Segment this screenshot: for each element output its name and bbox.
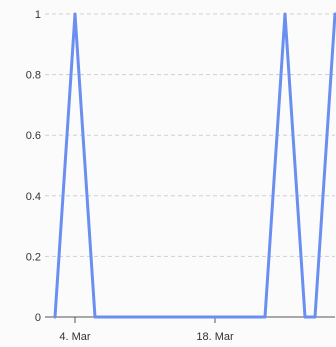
y-tick-label: 0 bbox=[35, 312, 41, 324]
y-tick-label: 0.2 bbox=[26, 251, 41, 263]
x-tick-label: 18. Mar bbox=[196, 331, 234, 343]
y-tick-label: 0.4 bbox=[26, 191, 41, 203]
series-line bbox=[53, 12, 336, 319]
series-layer bbox=[53, 12, 336, 319]
x-tick-label: 4. Mar bbox=[59, 331, 91, 343]
y-tick-label: 0.8 bbox=[26, 70, 41, 82]
y-tick-label: 0.6 bbox=[26, 130, 41, 142]
x-axis-ticks: 4. Mar 18. Mar bbox=[59, 317, 234, 343]
y-tick-label: 1 bbox=[35, 9, 41, 21]
y-axis-tick-labels: 0 0.2 0.4 0.6 0.8 1 bbox=[26, 9, 41, 324]
grid-lines bbox=[45, 13, 335, 257]
